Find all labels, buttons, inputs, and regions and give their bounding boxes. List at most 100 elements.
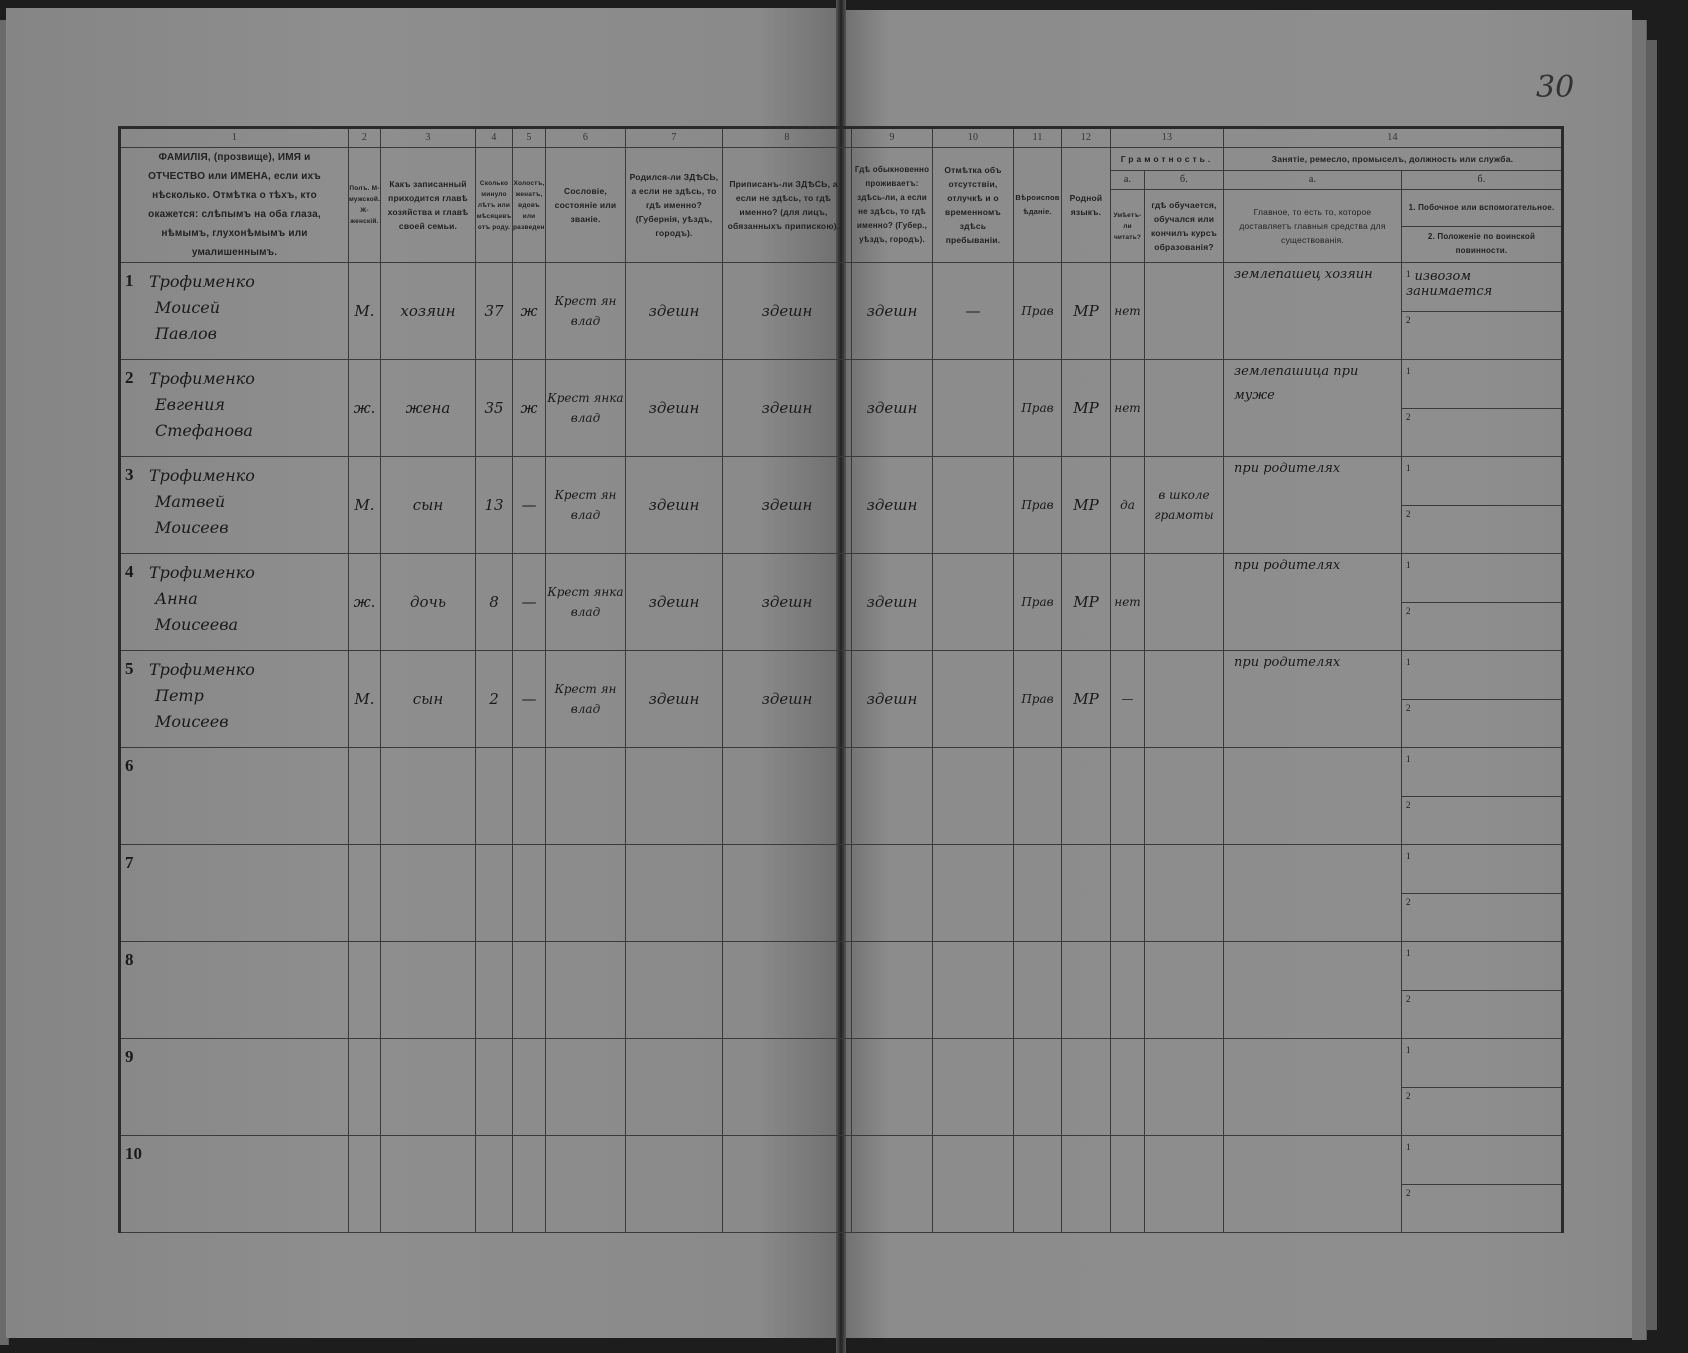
religion-cell: Прав <box>1013 359 1062 457</box>
resides-cell <box>851 1038 933 1136</box>
marital-cell-text: — <box>521 690 537 708</box>
secondary-cell: 1 2 <box>1401 650 1563 748</box>
relation-cell: хозяин <box>380 262 476 360</box>
marital-cell <box>512 941 546 1039</box>
relation-cell <box>380 1135 476 1233</box>
religion-cell: Прав <box>1013 456 1062 554</box>
estate-cell-text: Крест янка влад <box>547 585 624 619</box>
first-name: Моисей <box>155 298 221 317</box>
reads-cell-text: — <box>1121 692 1134 706</box>
col-number: 1 <box>119 127 349 148</box>
relation-cell-text: жена <box>405 399 451 417</box>
col-number: 6 <box>545 127 626 148</box>
language-cell: МР <box>1061 553 1111 651</box>
page-stack-edge-right-back <box>1646 40 1657 1330</box>
census-form-table: 1 2 3 4 5 6 7 8 9 10 11 12 13 14 ФАМИЛІЯ… <box>118 126 1564 1233</box>
sex-cell: ж. <box>348 553 381 651</box>
estate-cell: Крест янка влад <box>545 359 626 457</box>
table-row: 10 1 2 <box>119 1135 1563 1233</box>
reads-cell <box>1110 844 1145 942</box>
header-resides: Гдѣ обыкновенно проживаетъ: здѣсь-ли, а … <box>851 147 933 263</box>
header-can-read: Умѣетъ-ли читать? <box>1110 189 1145 263</box>
registered-cell <box>722 747 852 845</box>
resides-cell: здешн <box>851 359 933 457</box>
age-cell-text: 8 <box>489 593 499 611</box>
estate-cell-text: Крест ян влад <box>554 294 617 328</box>
age-cell: 8 <box>475 553 513 651</box>
name-cell: 5 Трофименко Петр Моисеев <box>119 650 349 748</box>
military-label: 2 <box>1406 896 1411 907</box>
marital-cell: — <box>512 650 546 748</box>
header-name: ФАМИЛІЯ, (прозвище), ИМЯ и ОТЧЕСТВО или … <box>119 147 349 263</box>
registered-cell-text: здешн <box>761 593 813 611</box>
religion-cell <box>1013 1135 1062 1233</box>
born-cell: здешн <box>625 359 723 457</box>
first-name: Петр <box>155 686 204 705</box>
age-cell <box>475 844 513 942</box>
header-registered: Приписанъ-ли ЗДѢСЬ, а если не здѣсь, то … <box>722 147 852 263</box>
school-cell <box>1144 359 1224 457</box>
registered-cell <box>722 941 852 1039</box>
side-occupation: 1 извозом занимается <box>1403 266 1562 311</box>
relation-cell: жена <box>380 359 476 457</box>
reads-cell-text: да <box>1120 498 1135 512</box>
side-label: 1 <box>1406 366 1411 376</box>
relation-cell <box>380 1038 476 1136</box>
reads-cell-text: нет <box>1114 304 1141 318</box>
military-status: 2 <box>1402 310 1561 357</box>
military-status: 2 <box>1402 989 1561 1036</box>
registered-cell-text: здешн <box>761 496 813 514</box>
surname: Трофименко <box>149 466 255 485</box>
military-status: 2 <box>1402 1183 1561 1230</box>
header-13a-letter: а. <box>1110 170 1145 190</box>
header-relation: Какъ записанный приходится главѣ хозяйст… <box>380 147 476 263</box>
first-name: Анна <box>155 589 198 608</box>
marital-cell-text: ж <box>520 302 538 320</box>
age-cell-text: 37 <box>484 302 504 320</box>
registered-cell-text: здешн <box>761 399 813 417</box>
religion-cell-text: Прав <box>1021 304 1054 318</box>
secondary-cell: 1 2 <box>1401 359 1563 457</box>
language-cell <box>1061 747 1111 845</box>
name-cell: 10 <box>119 1135 349 1233</box>
resides-cell-text: здешн <box>866 302 918 320</box>
header-marital: Холостъ, женатъ, вдовъ или разведенъ. <box>512 147 546 263</box>
religion-cell <box>1013 844 1062 942</box>
reads-cell: нет <box>1110 359 1145 457</box>
occupation-cell: землепашица при муже <box>1223 359 1402 457</box>
language-cell <box>1061 844 1111 942</box>
marital-cell-text: ж <box>520 399 538 417</box>
absence-cell-text: — <box>965 302 981 320</box>
estate-cell <box>545 1135 626 1233</box>
school-cell <box>1144 650 1224 748</box>
religion-cell: Прав <box>1013 553 1062 651</box>
military-label: 2 <box>1406 1090 1411 1101</box>
born-cell-text: здешн <box>648 496 700 514</box>
age-cell <box>475 1135 513 1233</box>
header-education: гдѣ обучается, обучался или кончилъ курс… <box>1144 189 1224 263</box>
secondary-cell: 1 2 <box>1401 941 1563 1039</box>
name-cell: 4 Трофименко Анна Моисеева <box>119 553 349 651</box>
born-cell <box>625 1038 723 1136</box>
surname: Трофименко <box>149 660 255 679</box>
resides-cell-text: здешн <box>866 496 918 514</box>
name-cell: 2 Трофименко Евгения Стефанова <box>119 359 349 457</box>
school-cell <box>1144 941 1224 1039</box>
religion-cell-text: Прав <box>1021 692 1054 706</box>
row-number: 9 <box>125 1047 134 1066</box>
relation-cell-text: хозяин <box>400 302 456 320</box>
language-cell: МР <box>1061 359 1111 457</box>
census-rows: 1 Трофименко Моисей Павлов М. хозяин 37 ж Кр… <box>119 262 1563 1233</box>
name-cell: 6 <box>119 747 349 845</box>
marital-cell-text: — <box>521 496 537 514</box>
surname: Трофименко <box>149 369 255 388</box>
registered-cell-text: здешн <box>761 690 813 708</box>
occupation-text: при родителях <box>1234 655 1341 670</box>
side-label: 1 <box>1406 851 1411 861</box>
registered-cell: здешн <box>722 456 852 554</box>
patronymic: Павлов <box>155 324 217 343</box>
reads-cell <box>1110 941 1145 1039</box>
sex-cell <box>348 844 381 942</box>
military-status: 2 <box>1402 892 1561 939</box>
registered-cell: здешн <box>722 359 852 457</box>
